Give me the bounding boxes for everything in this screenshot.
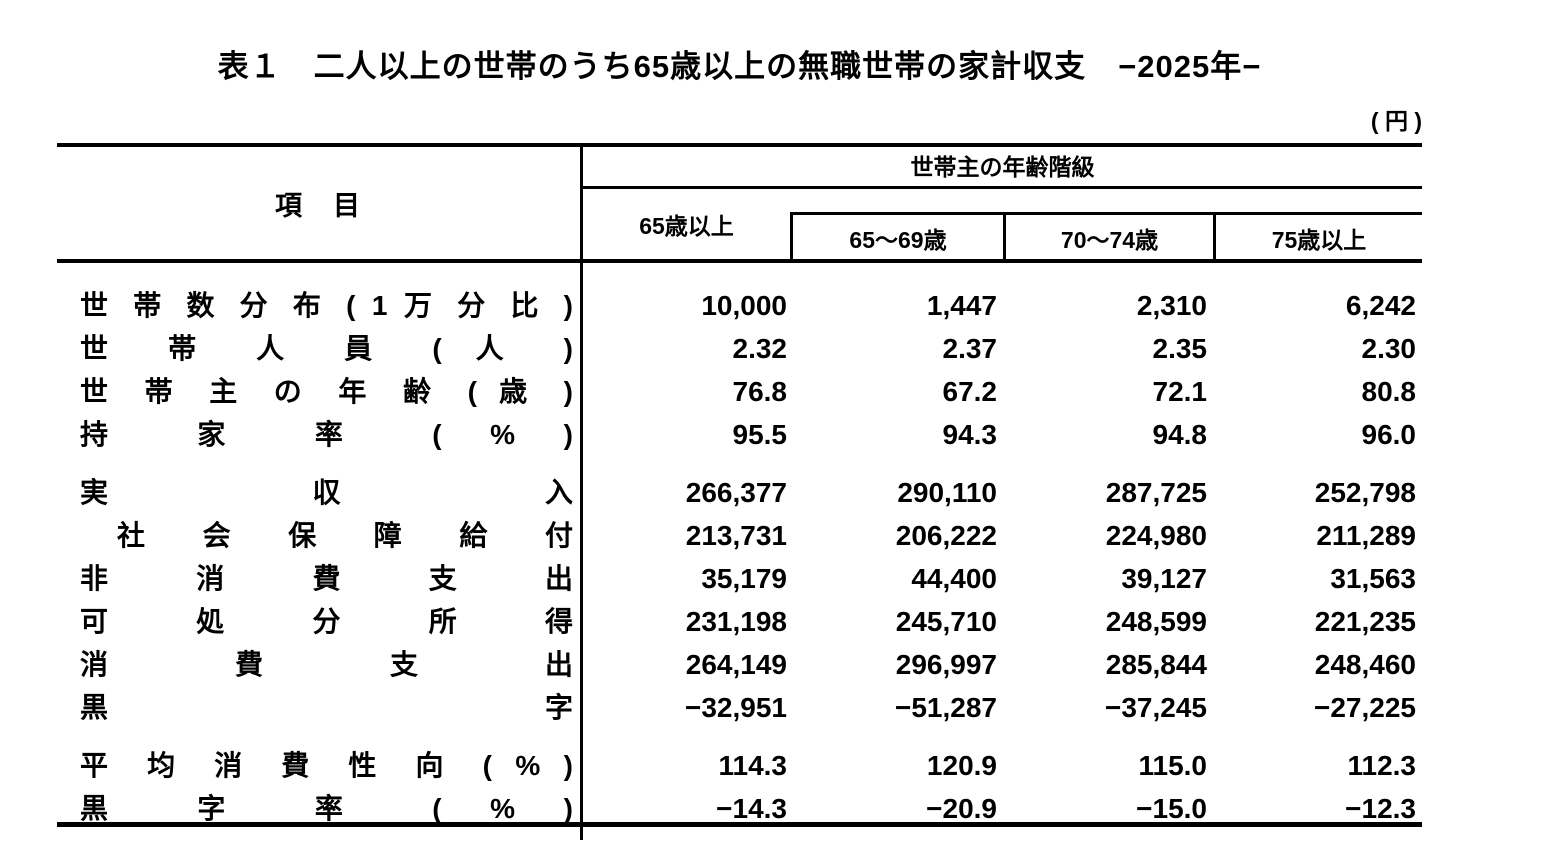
- table-body: 世 帯 数 分 布 ( 1 万 分 比 ) 10,000 1,447 2,310…: [57, 263, 1422, 830]
- cell-value: 112.3: [1347, 750, 1416, 781]
- cell-value: 10,000: [701, 290, 787, 321]
- item-column-header: 項 目: [275, 190, 362, 221]
- cell-value: 206,222: [895, 520, 997, 551]
- cell-value: 39,127: [1121, 563, 1207, 594]
- cell-value: 96.0: [1361, 419, 1417, 450]
- table-row: 黒 字 率 ( % ) −14.3 −20.9 −15.0 −12.3: [57, 787, 1422, 830]
- table-row: 消 費 支 出 264,149 296,997 285,844 248,460: [57, 643, 1422, 686]
- cell-value: 231,198: [685, 606, 787, 637]
- table-top-border: [57, 143, 1422, 147]
- row-label: 非 消 費 支 出: [80, 563, 573, 594]
- subcolumn-box-top-border: [790, 212, 1422, 215]
- cell-value: −12.3: [1345, 793, 1416, 824]
- cell-value: 221,235: [1314, 606, 1416, 637]
- table-row: 非 消 費 支 出 35,179 44,400 39,127 31,563: [57, 557, 1422, 600]
- cell-value: 252,798: [1314, 477, 1416, 508]
- table-row: 実 収 入 266,377 290,110 287,725 252,798: [57, 471, 1422, 514]
- table-row: 世 帯 人 員 ( 人 ) 2.32 2.37 2.35 2.30: [57, 327, 1422, 370]
- cell-value: 224,980: [1105, 520, 1207, 551]
- cell-value: −14.3: [716, 793, 787, 824]
- table-row: 持 家 率 ( % ) 95.5 94.3 94.8 96.0: [57, 413, 1422, 456]
- cell-value: 94.8: [1152, 419, 1208, 450]
- group-header-underline: [580, 186, 1422, 189]
- row-label: 世 帯 主 の 年 齢 ( 歳 ): [80, 376, 573, 407]
- table-row: 平 均 消 費 性 向 ( % ) 114.3 120.9 115.0 112.…: [57, 744, 1422, 787]
- column-header-65-to-69: 65～69歳: [849, 227, 947, 253]
- table-row: 世 帯 数 分 布 ( 1 万 分 比 ) 10,000 1,447 2,310…: [57, 284, 1422, 327]
- cell-value: −32,951: [685, 692, 787, 723]
- cell-value: 76.8: [732, 376, 788, 407]
- table-row: 社 会 保 障 給 付 213,731 206,222 224,980 211,…: [57, 514, 1422, 557]
- cell-value: 2.37: [942, 333, 998, 364]
- cell-value: 296,997: [895, 649, 997, 680]
- cell-value: 35,179: [701, 563, 787, 594]
- cell-value: 290,110: [897, 477, 997, 508]
- cell-value: −37,245: [1105, 692, 1207, 723]
- cell-value: 1,447: [926, 290, 997, 321]
- row-label: 可 処 分 所 得: [80, 606, 573, 637]
- subcolumn-divider-1: [790, 212, 793, 263]
- cell-value: 80.8: [1361, 376, 1417, 407]
- cell-value: 2.30: [1361, 333, 1417, 364]
- cell-value: 67.2: [942, 376, 998, 407]
- row-label: 世 帯 人 員 ( 人 ): [80, 333, 573, 364]
- subcolumn-divider-2: [1003, 212, 1006, 263]
- row-label: 世 帯 数 分 布 ( 1 万 分 比 ): [80, 290, 573, 321]
- row-label: 黒 字: [80, 692, 573, 723]
- subcolumn-divider-3: [1213, 212, 1216, 263]
- household-budget-table: 項 目 世帯主の年齢階級 65歳以上 65～69歳 70～74歳 75歳以上 世…: [57, 143, 1422, 843]
- cell-value: 72.1: [1152, 376, 1208, 407]
- cell-value: −27,225: [1314, 692, 1416, 723]
- column-header-70-to-74: 70～74歳: [1060, 227, 1159, 253]
- cell-value: 2.35: [1152, 333, 1208, 364]
- column-header-75-and-over: 75歳以上: [1271, 227, 1367, 253]
- age-class-group-header: 世帯主の年齢階級: [910, 154, 1095, 180]
- cell-value: 211,289: [1316, 520, 1416, 551]
- header-bottom-border: [57, 259, 1422, 263]
- column-header-65-and-over: 65歳以上: [639, 213, 734, 239]
- table-bottom-border: [57, 822, 1422, 827]
- cell-value: 6,242: [1345, 290, 1416, 321]
- cell-value: 120.9: [926, 750, 997, 781]
- table-row: 可 処 分 所 得 231,198 245,710 248,599 221,23…: [57, 600, 1422, 643]
- cell-value: 95.5: [732, 419, 788, 450]
- cell-value: 114.3: [718, 750, 787, 781]
- cell-value: 266,377: [685, 477, 787, 508]
- table-title: 表１ 二人以上の世帯のうち65歳以上の無職世帯の家計収支 −2025年−: [217, 49, 1262, 84]
- item-column-divider: [580, 143, 583, 840]
- row-label: 消 費 支 出: [80, 649, 573, 680]
- cell-value: 245,710: [895, 606, 997, 637]
- table-row: 世 帯 主 の 年 齢 ( 歳 ) 76.8 67.2 72.1 80.8: [57, 370, 1422, 413]
- cell-value: 248,599: [1105, 606, 1207, 637]
- table-row: 黒 字 −32,951 −51,287 −37,245 −27,225: [57, 686, 1422, 729]
- cell-value: 44,400: [911, 563, 997, 594]
- cell-value: 2.32: [732, 333, 788, 364]
- unit-label: ( 円 ): [1370, 108, 1422, 134]
- cell-value: 94.3: [942, 419, 998, 450]
- cell-value: 264,149: [685, 649, 787, 680]
- cell-value: 287,725: [1105, 477, 1207, 508]
- cell-value: −15.0: [1136, 793, 1207, 824]
- cell-value: 115.0: [1138, 750, 1207, 781]
- cell-value: −20.9: [926, 793, 997, 824]
- cell-value: −51,287: [895, 692, 997, 723]
- cell-value: 31,563: [1330, 563, 1416, 594]
- cell-value: 213,731: [685, 520, 787, 551]
- row-label: 黒 字 率 ( % ): [80, 793, 573, 824]
- cell-value: 2,310: [1136, 290, 1207, 321]
- row-label: 平 均 消 費 性 向 ( % ): [80, 750, 573, 781]
- row-label: 持 家 率 ( % ): [80, 419, 573, 450]
- row-label: 社 会 保 障 給 付: [117, 520, 573, 551]
- cell-value: 248,460: [1314, 649, 1416, 680]
- cell-value: 285,844: [1105, 649, 1207, 680]
- row-label: 実 収 入: [80, 477, 573, 508]
